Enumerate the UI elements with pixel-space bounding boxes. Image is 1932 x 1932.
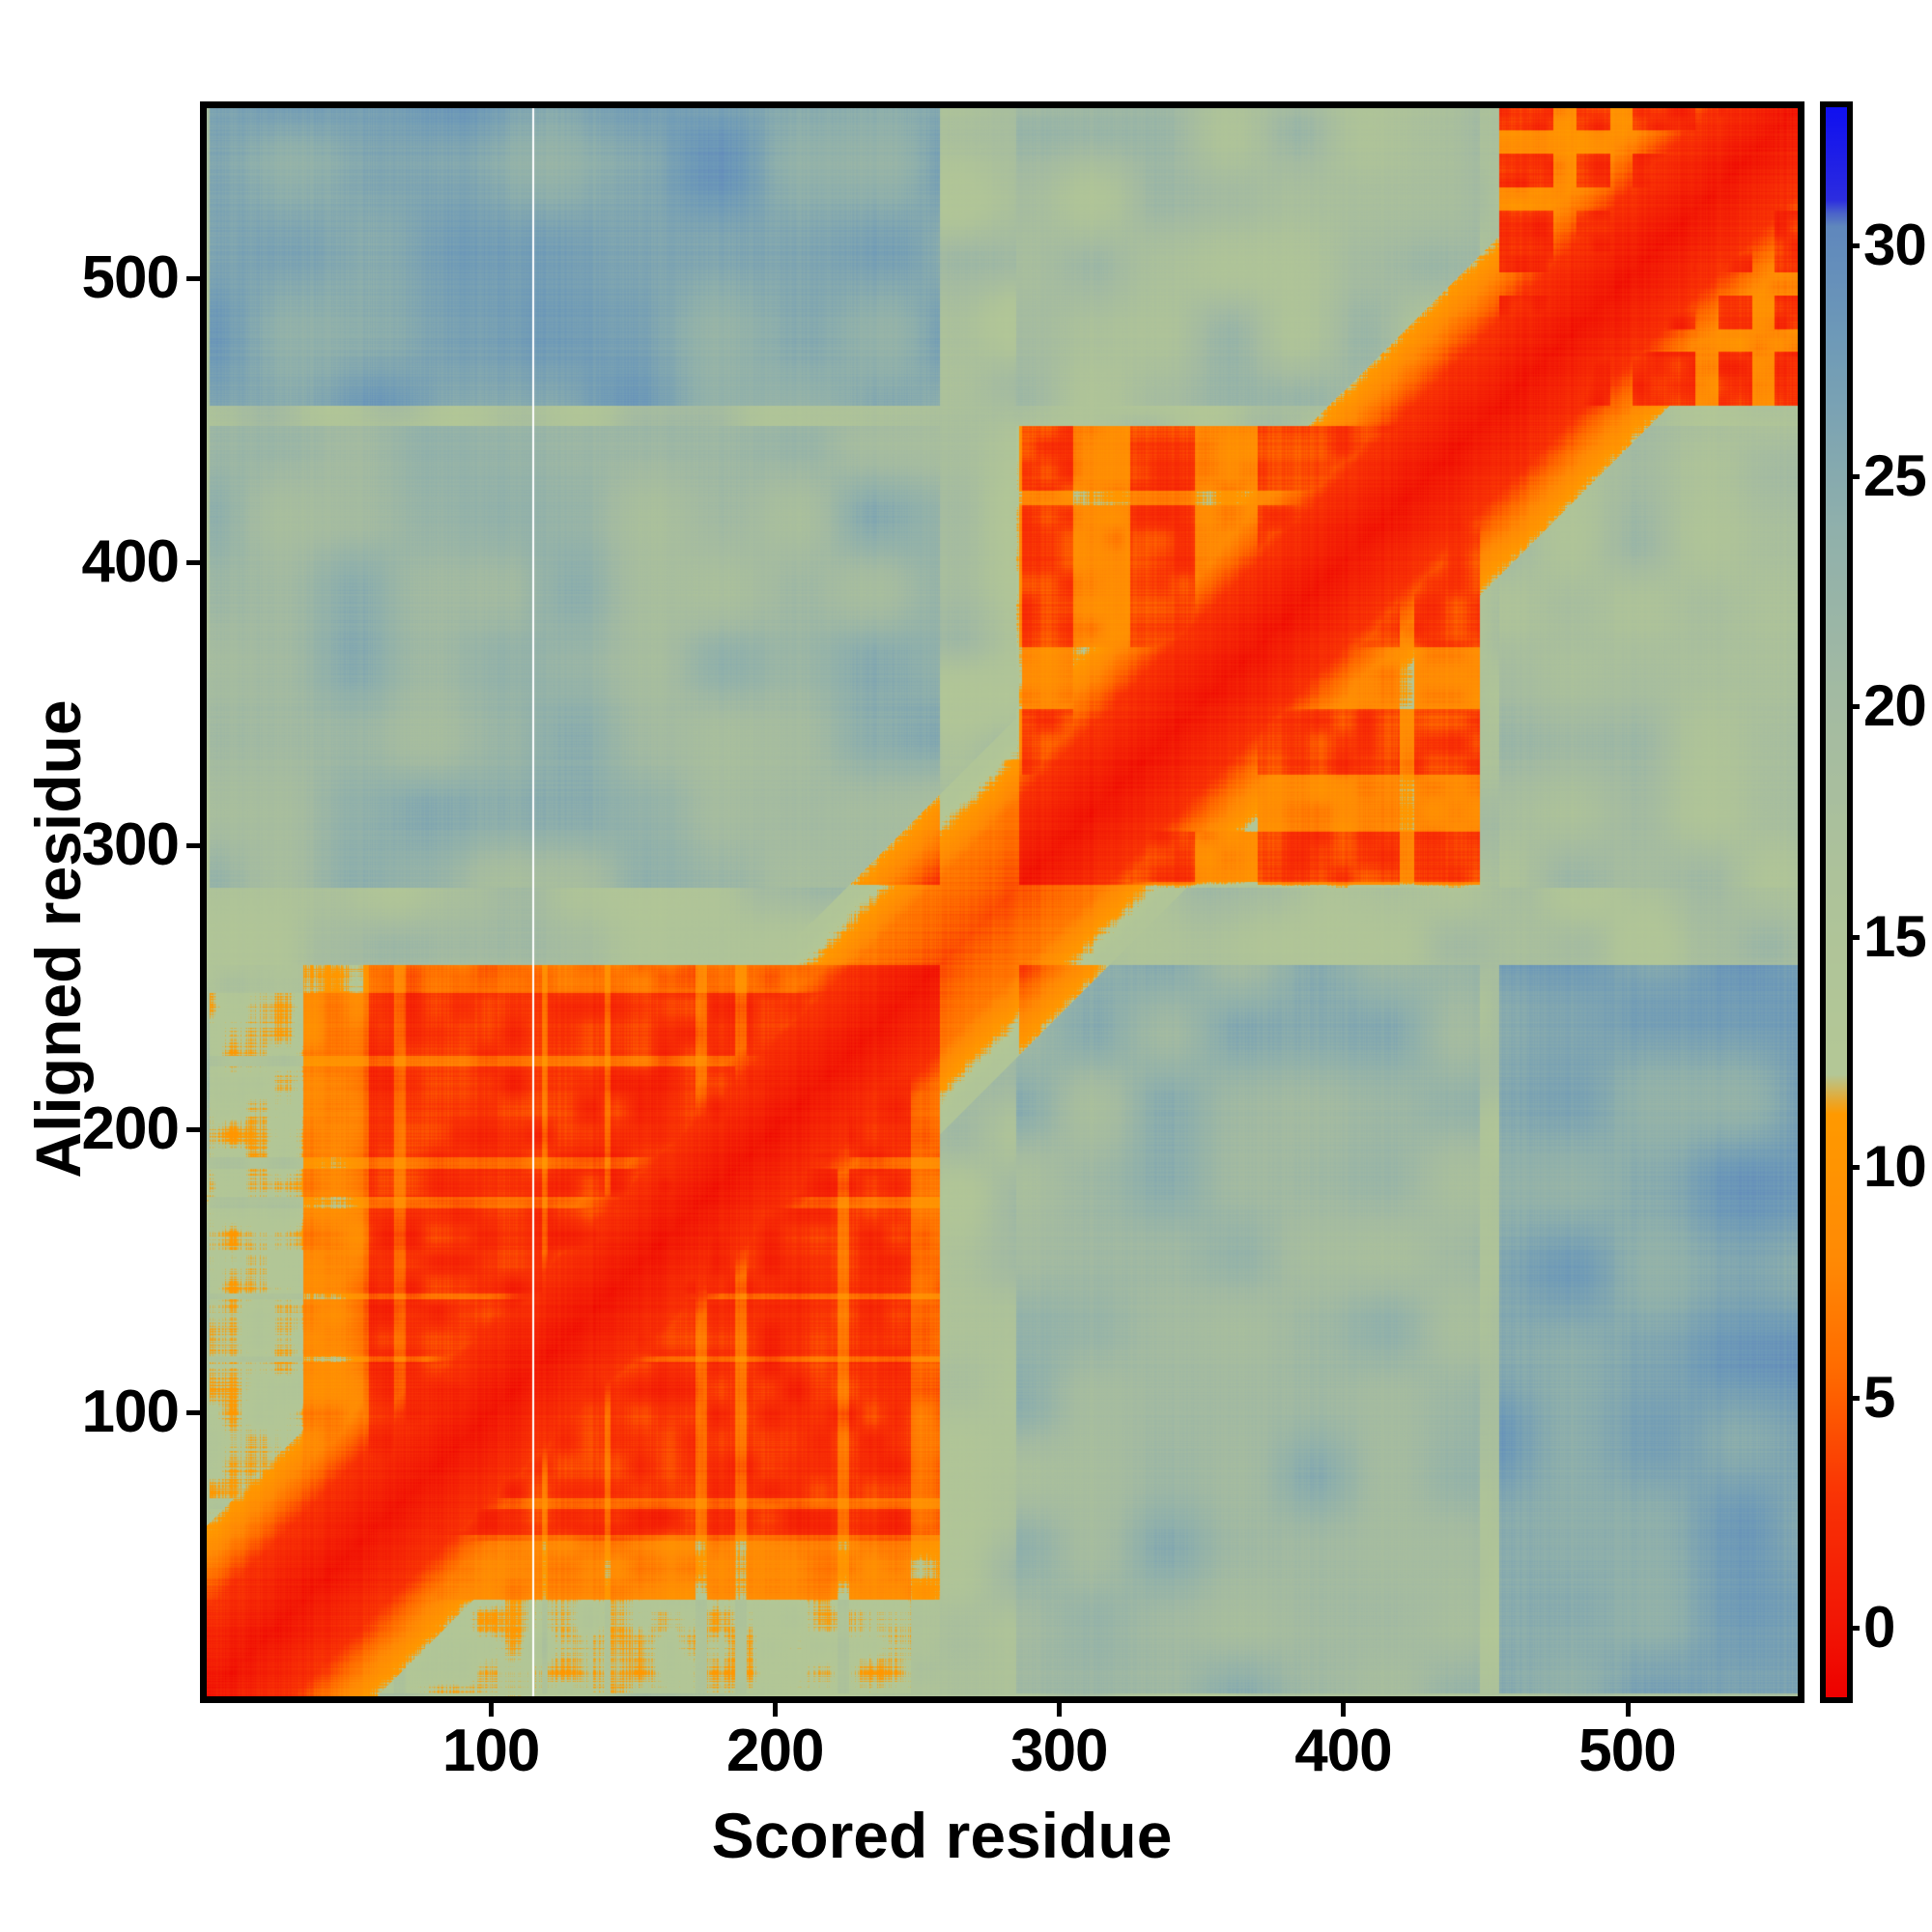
x-tick-label: 500 bbox=[1578, 1718, 1676, 1784]
colorbar-tick bbox=[1847, 1165, 1860, 1171]
colorbar-tick-label: 5 bbox=[1863, 1364, 1895, 1430]
colorbar-tick-label: 25 bbox=[1863, 442, 1927, 508]
x-tick bbox=[1057, 1703, 1063, 1717]
x-tick bbox=[773, 1703, 779, 1717]
y-tick bbox=[186, 1410, 200, 1416]
y-tick-label: 100 bbox=[81, 1378, 180, 1446]
colorbar-group: 0 5 10 15 20 25 30 bbox=[1820, 101, 1927, 1703]
colorbar-tick bbox=[1847, 704, 1860, 710]
pae-heatmap-plot bbox=[200, 101, 1804, 1703]
colorbar-tick bbox=[1847, 243, 1860, 249]
colorbar-tick-label: 20 bbox=[1863, 673, 1927, 739]
x-tick-label: 400 bbox=[1294, 1718, 1392, 1784]
colorbar-tick bbox=[1847, 1395, 1860, 1401]
colorbar-tick bbox=[1847, 1626, 1860, 1632]
x-tick bbox=[489, 1703, 495, 1717]
pae-matrix-image bbox=[207, 108, 1798, 1696]
colorbar-tick bbox=[1847, 934, 1860, 940]
y-tick-label: 500 bbox=[81, 244, 180, 312]
y-tick bbox=[186, 559, 200, 565]
colorbar-tick-label: 10 bbox=[1863, 1134, 1927, 1200]
colorbar-tick bbox=[1847, 473, 1860, 479]
y-axis-title: Aligned residue bbox=[22, 699, 94, 1179]
colorbar-gradient bbox=[1826, 107, 1847, 1697]
x-axis-title: Scored residue bbox=[711, 1800, 1173, 1871]
y-tick bbox=[186, 276, 200, 282]
x-tick bbox=[1341, 1703, 1347, 1717]
colorbar-tick-label: 15 bbox=[1863, 903, 1927, 969]
x-tick-label: 200 bbox=[725, 1718, 824, 1784]
y-tick bbox=[186, 1126, 200, 1132]
y-tick-label: 200 bbox=[81, 1094, 180, 1162]
y-tick-label: 300 bbox=[81, 811, 180, 879]
colorbar-tick-label: 0 bbox=[1863, 1595, 1895, 1661]
colorbar bbox=[1820, 101, 1853, 1703]
x-tick-label: 100 bbox=[441, 1718, 540, 1784]
y-tick bbox=[186, 843, 200, 849]
colorbar-tick-label: 30 bbox=[1863, 213, 1927, 278]
x-tick bbox=[1625, 1703, 1631, 1717]
y-tick-label: 400 bbox=[81, 527, 180, 595]
x-tick-label: 300 bbox=[1010, 1718, 1108, 1784]
